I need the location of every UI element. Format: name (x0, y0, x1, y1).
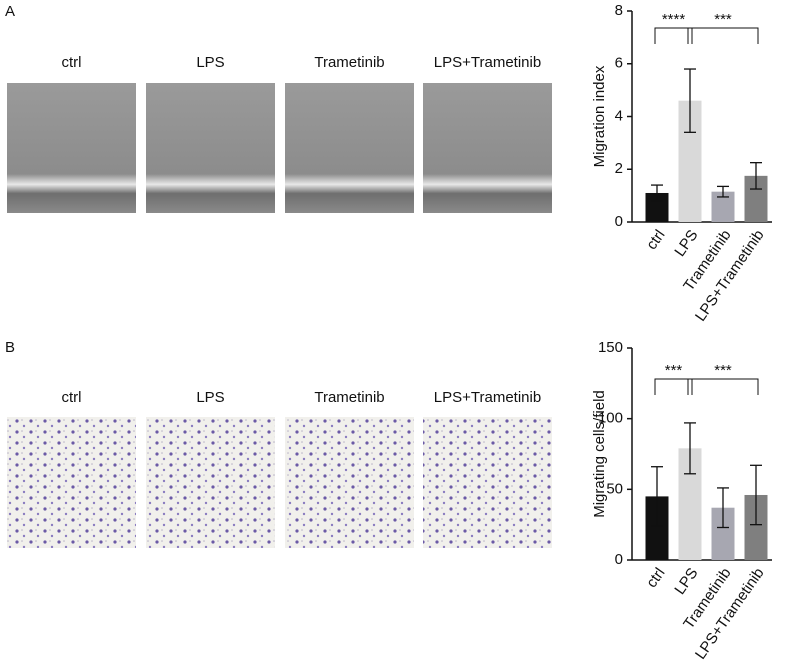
significance-bracket (654, 378, 693, 395)
bar (678, 100, 702, 222)
significance-bracket (687, 27, 759, 44)
image-label: ctrl (62, 389, 82, 406)
bar (744, 494, 768, 560)
y-tick-label: 8 (615, 2, 623, 19)
panel-letter: B (5, 339, 15, 356)
significance-label: **** (662, 11, 686, 28)
y-tick-label: 6 (615, 55, 623, 72)
significance-label: *** (665, 362, 683, 379)
x-tick-label: ctrl (643, 565, 668, 591)
y-axis-label: Migration index (591, 65, 608, 167)
micrograph (285, 417, 414, 548)
bar (678, 448, 702, 560)
y-tick-label: 0 (615, 551, 623, 568)
micrograph (423, 417, 552, 548)
image-label: LPS+Trametinib (434, 54, 541, 71)
significance-label: *** (714, 11, 732, 28)
bar (744, 175, 768, 222)
significance-label: *** (714, 362, 732, 379)
y-tick-label: 150 (598, 339, 623, 356)
image-label: ctrl (62, 54, 82, 71)
bar (645, 192, 669, 222)
panel-letter: A (5, 3, 15, 20)
y-tick-label: 4 (615, 107, 623, 124)
bar (711, 191, 735, 222)
significance-bracket (687, 378, 759, 395)
y-axis-label: Migrating cells/field (591, 390, 608, 518)
y-tick-label: 50 (606, 480, 623, 497)
micrograph (423, 83, 552, 213)
micrograph (285, 83, 414, 213)
micrograph (7, 83, 136, 213)
bar (645, 496, 669, 560)
y-tick-label: 2 (615, 160, 623, 177)
micrograph (7, 417, 136, 548)
x-tick-label: LPS (671, 565, 701, 598)
image-label: LPS (196, 389, 224, 406)
x-tick-label: LPS (671, 227, 701, 260)
significance-bracket (654, 27, 693, 44)
image-label: LPS (196, 54, 224, 71)
image-label: Trametinib (314, 54, 384, 71)
image-label: Trametinib (314, 389, 384, 406)
image-label: LPS+Trametinib (434, 389, 541, 406)
micrograph (146, 417, 275, 548)
x-tick-label: ctrl (643, 227, 668, 253)
micrograph (146, 83, 275, 213)
bar (711, 507, 735, 560)
y-tick-label: 100 (598, 410, 623, 427)
y-tick-label: 0 (615, 213, 623, 230)
